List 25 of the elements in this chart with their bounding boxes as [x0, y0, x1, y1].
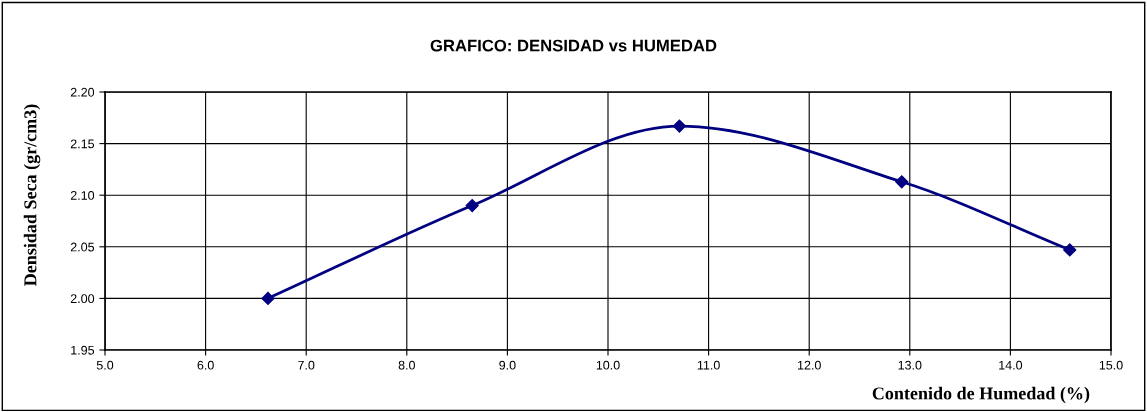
point	[895, 175, 909, 189]
x-tick-label: 9.0	[499, 360, 516, 370]
x-tick-label: 6.0	[197, 360, 214, 370]
y-tick-label: 2.15	[70, 139, 95, 149]
point	[261, 291, 275, 305]
x-tick-label: 15.0	[1099, 360, 1123, 370]
x-tick-label: 8.0	[398, 360, 415, 370]
chart-title: GRAFICO: DENSIDAD vs HUMEDAD	[430, 39, 717, 52]
x-tick-label: 14.0	[999, 360, 1023, 370]
x-tick-label: 10.0	[596, 360, 620, 370]
x-tick-label: 11.0	[697, 360, 720, 370]
x-tick-label: 7.0	[298, 360, 315, 370]
y-tick-label: 1.95	[71, 345, 95, 355]
y-tick-label: 2.20	[70, 87, 95, 97]
x-tick-label: 13.0	[898, 360, 922, 370]
x-tick-label: 5.0	[96, 360, 114, 370]
point	[672, 119, 687, 133]
x-tick-label: 12.0	[797, 360, 821, 370]
x-axis-title: Contenido de Humedad (%)	[872, 386, 1090, 404]
y-tick-label: 2.05	[70, 242, 95, 252]
point	[1063, 243, 1077, 257]
y-tick-label: 2.00	[70, 294, 95, 304]
y-tick-label: 2.10	[70, 191, 95, 200]
y-axis-title: Densidad Seca (gr/cm3)	[23, 104, 41, 286]
point	[465, 198, 479, 213]
